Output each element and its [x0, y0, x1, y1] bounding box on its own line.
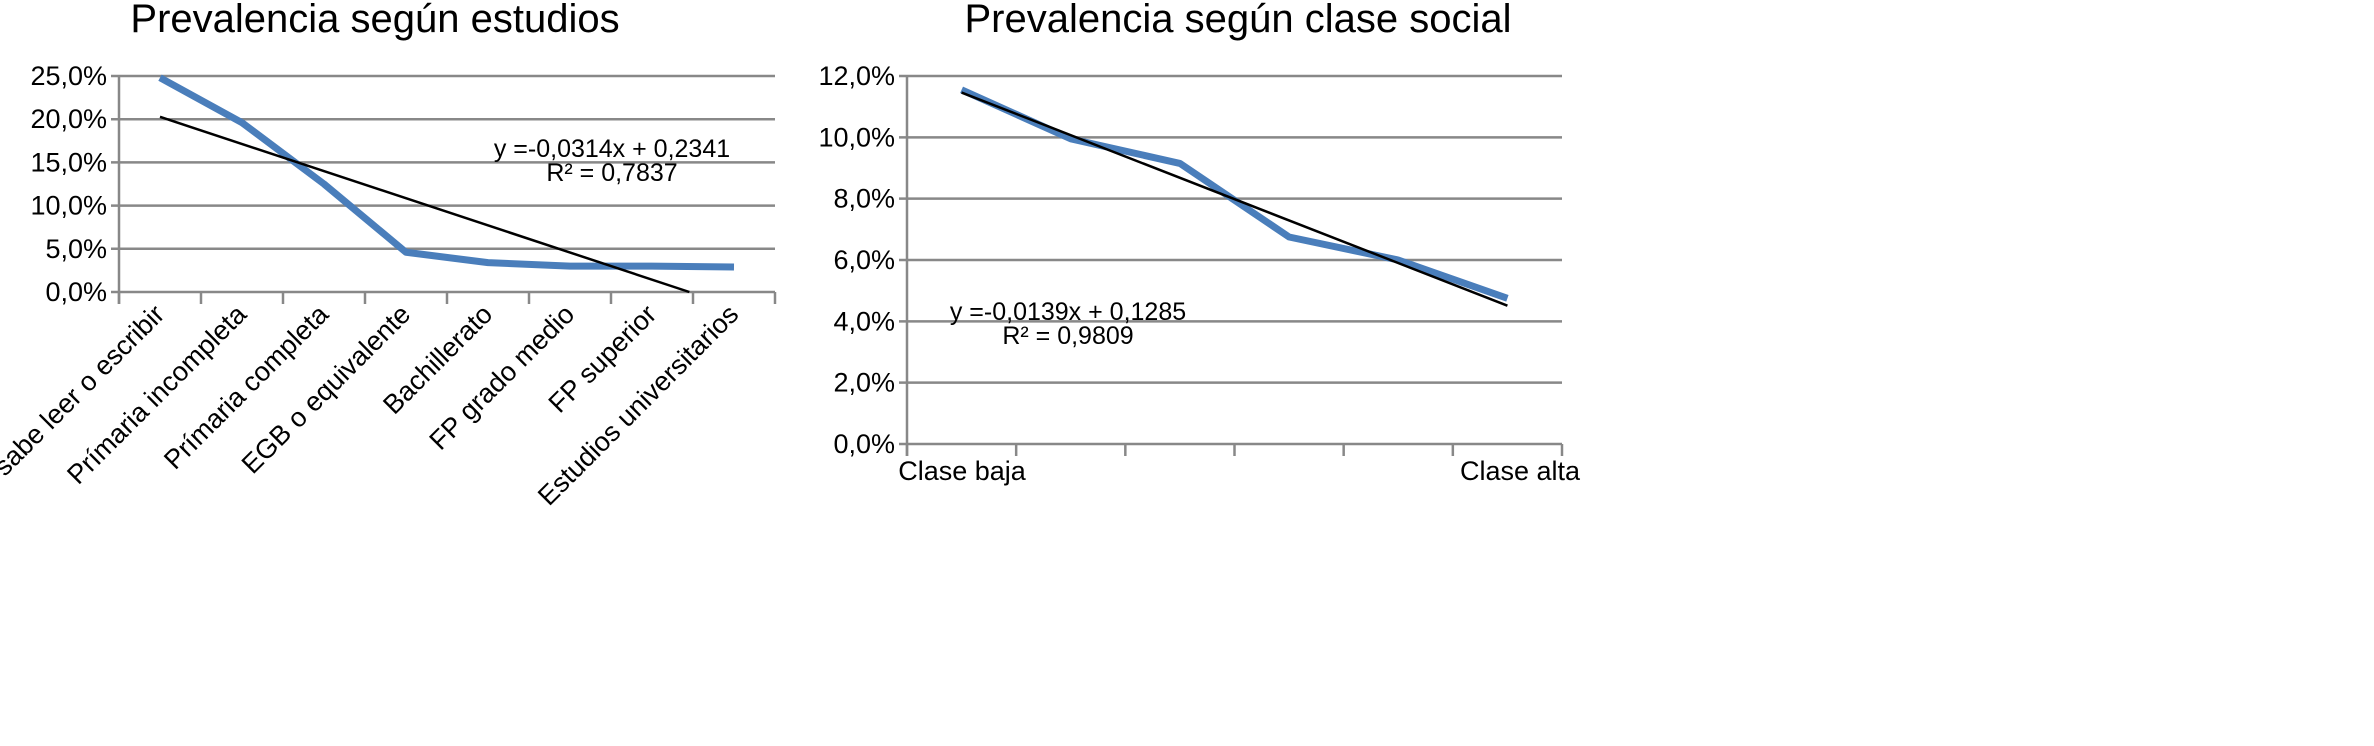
y-tick-label: 8,0%	[833, 184, 895, 214]
x-category-label: Clase alta	[1460, 456, 1581, 486]
chart-estudios: 0,0%5,0%10,0%15,0%20,0%25,0%No sabe leer…	[0, 61, 775, 511]
y-tick-label: 6,0%	[833, 245, 895, 275]
y-tick-label: 0,0%	[833, 429, 895, 459]
chart-title-clase: Prevalencia según clase social	[965, 0, 1512, 41]
y-tick-label: 12,0%	[818, 61, 895, 91]
trend-r2-estudios: R² = 0,7837	[546, 159, 677, 187]
y-tick-label: 5,0%	[45, 234, 107, 264]
trend-r2-clase: R² = 0,9809	[1002, 322, 1133, 350]
y-tick-label: 0,0%	[45, 277, 107, 307]
data-series-line	[962, 90, 1508, 299]
x-category-label: Clase baja	[898, 456, 1027, 486]
y-tick-label: 4,0%	[833, 306, 895, 336]
chart-title-estudios: Prevalencia según estudios	[130, 0, 619, 41]
y-tick-label: 15,0%	[30, 147, 107, 177]
y-tick-label: 20,0%	[30, 104, 107, 134]
chart-clase-social: 0,0% 2,0% 4,0% 6,0% 8,0% 10,0% 12,0% Clase baja…	[818, 61, 1581, 486]
y-tick-label: 10,0%	[30, 191, 107, 221]
y-tick-label: 2,0%	[833, 368, 895, 398]
y-tick-label: 25,0%	[30, 61, 107, 91]
y-tick-label: 10,0%	[818, 122, 895, 152]
x-category-label: FP grado medio	[424, 299, 581, 456]
